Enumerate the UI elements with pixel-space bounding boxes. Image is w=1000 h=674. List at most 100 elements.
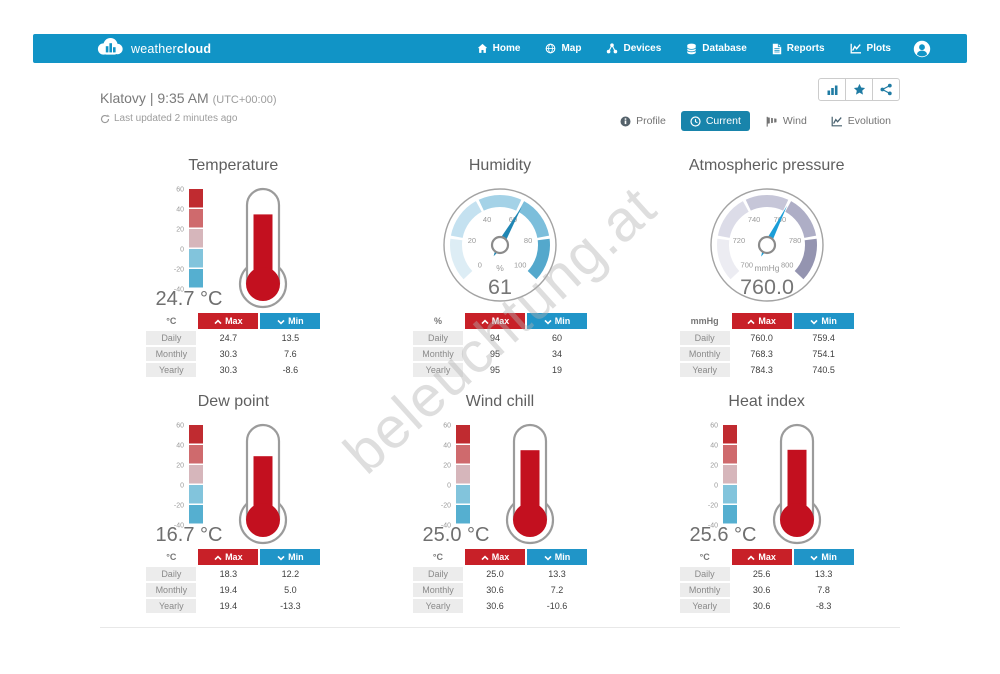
nav-item-reports[interactable]: Reports [772, 43, 825, 55]
toolbar [818, 78, 900, 101]
station-title: Klatovy | 9:35 AM (UTC+00:00) [100, 90, 277, 106]
chevron-up-icon [747, 317, 755, 327]
max-value: 25.6 [752, 569, 771, 579]
row-label: Daily [146, 567, 197, 581]
unit-header: °C [699, 552, 710, 562]
tab-current[interactable]: Current [680, 111, 750, 131]
table-row: Monthly 30.6 7.8 [679, 583, 854, 597]
table-header-row: % Max Min [413, 313, 587, 329]
row-label: Yearly [146, 599, 197, 613]
min-value: -8.6 [282, 365, 299, 375]
max-header: Max [198, 313, 259, 329]
humidity-minmax-table: % Max Min Daily 94 60 Monthly 95 34 Yearly 95 19 [411, 311, 589, 379]
brand-logo[interactable]: weathercloud [95, 36, 211, 61]
tab-wind[interactable]: Wind [756, 111, 816, 131]
row-label: Monthly [146, 583, 197, 597]
heat-index-viz: 60 40 20 0 -20 -40 25.6 °C [633, 417, 900, 545]
dew-point-viz: 60 40 20 0 -20 -40 16.7 °C [100, 417, 367, 545]
windsock-icon [765, 116, 778, 127]
wind-chill-viz: 60 40 20 0 -20 -40 25.0 °C [367, 417, 634, 545]
tab-evolution[interactable]: Evolution [822, 111, 900, 131]
svg-text:40: 40 [177, 207, 185, 214]
svg-text:720: 720 [732, 236, 745, 245]
row-label: Yearly [412, 363, 463, 377]
max-header-label: Max [225, 315, 243, 326]
favorite-button[interactable] [845, 78, 873, 101]
svg-text:60: 60 [710, 423, 718, 430]
min-value: 13.5 [281, 333, 300, 343]
map-icon [545, 43, 556, 54]
min-header-label: Min [288, 315, 304, 326]
nav-item-label: Reports [786, 43, 825, 54]
svg-text:40: 40 [177, 443, 185, 450]
refresh-icon[interactable] [100, 114, 110, 124]
max-value: 760.0 [750, 333, 773, 343]
svg-text:60: 60 [443, 423, 451, 430]
nav-item-devices[interactable]: Devices [606, 43, 661, 54]
navbar: weathercloud Home Map Devices Database Repor… [33, 34, 967, 63]
chevron-up-icon [214, 553, 222, 563]
min-value: 759.4 [812, 333, 835, 343]
svg-text:61: 61 [488, 275, 512, 299]
table-row: Monthly 30.6 7.2 [412, 583, 587, 597]
chevron-down-icon [810, 317, 818, 327]
user-avatar[interactable] [913, 40, 931, 58]
min-value: 754.1 [812, 349, 835, 359]
row-label: Monthly [679, 347, 730, 361]
nav-item-plots[interactable]: Plots [850, 43, 891, 54]
min-header: Min [260, 313, 321, 329]
max-header-label: Max [491, 551, 510, 562]
max-value: 30.6 [486, 585, 504, 595]
database-icon [686, 43, 697, 55]
max-value: 18.3 [219, 569, 238, 579]
tab-profile[interactable]: Profile [611, 111, 675, 131]
table-header-row: °C Max Min [680, 549, 854, 565]
table-header-row: °C Max Min [413, 549, 587, 565]
panel-wind-chill: Wind chill 60 40 20 0 -20 -40 25.0 °C °C Max Min Da… [367, 393, 634, 615]
min-value: 7.2 [550, 585, 564, 595]
row-label: Daily [146, 331, 197, 345]
nav-item-label: Plots [866, 43, 891, 54]
max-header: Max [731, 549, 792, 565]
table-row: Yearly 30.6 -10.6 [412, 599, 587, 613]
svg-text:20: 20 [443, 463, 451, 470]
stats-button[interactable] [818, 78, 846, 101]
svg-text:-40: -40 [174, 523, 184, 530]
panel-title: Wind chill [465, 393, 535, 410]
max-header-label: Max [225, 551, 243, 562]
row-label: Daily [679, 567, 730, 581]
row-label: Daily [412, 331, 463, 345]
svg-text:-20: -20 [441, 503, 451, 510]
min-header-label: Min [288, 551, 304, 562]
nav-item-map[interactable]: Map [545, 43, 581, 54]
main-nav: Home Map Devices Database Reports Plots [477, 43, 891, 55]
panel-title: Humidity [468, 157, 532, 174]
row-label: Daily [412, 567, 463, 581]
station-name: Klatovy [100, 90, 146, 106]
tab-label: Wind [782, 115, 807, 127]
max-value: 784.3 [750, 365, 773, 375]
panels-grid: Temperature 60 40 20 0 -20 -40 24.7 °C °C Max Min D… [100, 157, 900, 615]
nav-item-home[interactable]: Home [477, 43, 520, 54]
min-header-label: Min [821, 315, 837, 326]
last-updated: Last updated 2 minutes ago [100, 113, 277, 124]
svg-text:25.0 °C: 25.0 °C [423, 524, 490, 545]
nav-item-label: Database [702, 43, 747, 54]
row-label: Daily [679, 331, 730, 345]
share-button[interactable] [872, 78, 900, 101]
table-row: Yearly 30.3 -8.6 [146, 363, 320, 377]
nav-item-database[interactable]: Database [686, 43, 747, 55]
table-row: Daily 94 60 [412, 331, 587, 345]
min-value: -13.3 [280, 601, 301, 611]
svg-text:40: 40 [483, 215, 491, 224]
max-value: 94 [489, 333, 500, 343]
svg-text:80: 80 [524, 236, 532, 245]
clock-icon [690, 115, 701, 127]
max-value: 768.3 [750, 349, 773, 359]
svg-text:25.6 °C: 25.6 °C [689, 524, 756, 545]
min-value: -8.3 [815, 601, 832, 611]
table-row: Daily 25.0 13.3 [412, 567, 587, 581]
min-value: 60 [551, 333, 562, 343]
row-label: Monthly [412, 347, 463, 361]
max-header: Max [464, 549, 525, 565]
